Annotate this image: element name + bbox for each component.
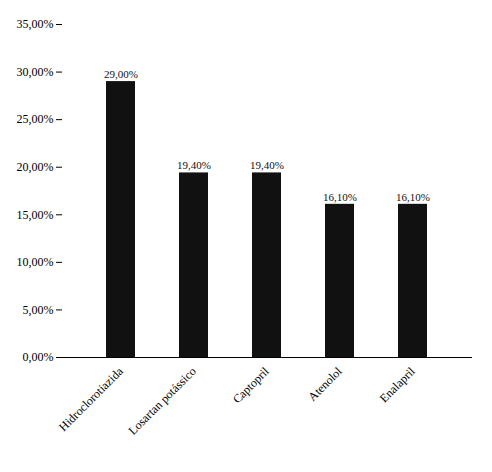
svg-text:20,00%: 20,00%: [17, 160, 54, 174]
svg-text:Losartan potássico: Losartan potássico: [126, 364, 199, 437]
svg-text:16,10%: 16,10%: [396, 191, 430, 203]
svg-text:35,00%: 35,00%: [17, 17, 54, 31]
svg-text:Captopril: Captopril: [230, 364, 272, 406]
svg-text:19,40%: 19,40%: [177, 159, 211, 171]
svg-text:16,10%: 16,10%: [323, 191, 357, 203]
svg-text:30,00%: 30,00%: [17, 65, 54, 79]
svg-text:19,40%: 19,40%: [250, 159, 284, 171]
svg-text:10,00%: 10,00%: [17, 255, 54, 269]
svg-text:5,00%: 5,00%: [23, 303, 54, 317]
svg-text:Atenolol: Atenolol: [305, 364, 345, 404]
svg-text:15,00%: 15,00%: [17, 208, 54, 222]
svg-text:0,00%: 0,00%: [23, 350, 54, 364]
svg-text:Hidroclorotiazida: Hidroclorotiazida: [56, 364, 126, 434]
svg-text:29,00%: 29,00%: [104, 68, 138, 80]
svg-text:Enalapril: Enalapril: [377, 364, 418, 405]
svg-text:25,00%: 25,00%: [17, 112, 54, 126]
